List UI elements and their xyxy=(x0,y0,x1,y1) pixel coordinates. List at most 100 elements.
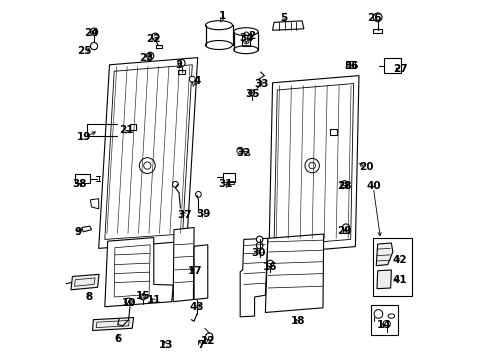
Bar xyxy=(384,58,401,73)
Circle shape xyxy=(139,158,155,174)
Circle shape xyxy=(237,147,243,154)
Text: 42: 42 xyxy=(392,255,407,265)
Bar xyxy=(329,129,336,135)
Ellipse shape xyxy=(205,41,232,50)
Text: 8: 8 xyxy=(85,292,92,302)
Text: 7: 7 xyxy=(197,340,204,350)
Circle shape xyxy=(146,52,153,59)
Text: 34: 34 xyxy=(239,33,253,43)
Ellipse shape xyxy=(233,28,258,36)
Circle shape xyxy=(256,236,263,243)
Text: 19: 19 xyxy=(77,132,91,142)
Text: 33: 33 xyxy=(254,78,268,89)
Circle shape xyxy=(148,54,151,57)
Text: 3: 3 xyxy=(175,60,182,70)
Circle shape xyxy=(305,158,319,173)
Circle shape xyxy=(340,181,347,188)
Circle shape xyxy=(90,28,98,35)
Text: 4: 4 xyxy=(193,76,200,86)
Bar xyxy=(370,305,397,335)
Circle shape xyxy=(195,192,201,197)
Text: 35: 35 xyxy=(244,89,259,99)
Bar xyxy=(233,32,258,50)
Circle shape xyxy=(205,333,212,340)
Polygon shape xyxy=(194,245,207,300)
Polygon shape xyxy=(81,226,91,232)
Bar xyxy=(130,124,136,130)
Circle shape xyxy=(90,42,98,50)
Circle shape xyxy=(125,298,132,305)
Text: 23: 23 xyxy=(139,53,154,63)
Circle shape xyxy=(343,183,346,186)
Circle shape xyxy=(244,39,248,44)
Bar xyxy=(205,25,232,45)
Circle shape xyxy=(256,242,263,249)
Text: 43: 43 xyxy=(189,302,204,312)
Polygon shape xyxy=(99,58,197,248)
Text: 12: 12 xyxy=(201,336,215,346)
Text: 37: 37 xyxy=(178,210,192,220)
Bar xyxy=(75,174,90,183)
Bar xyxy=(373,29,382,33)
Bar xyxy=(156,45,162,48)
Circle shape xyxy=(266,260,273,267)
Circle shape xyxy=(308,162,315,169)
Polygon shape xyxy=(104,238,173,307)
Text: 32: 32 xyxy=(236,148,250,158)
Circle shape xyxy=(189,76,195,82)
Text: 10: 10 xyxy=(121,298,136,308)
Text: 13: 13 xyxy=(159,340,173,350)
Circle shape xyxy=(382,320,389,328)
Text: 22: 22 xyxy=(146,34,161,44)
Text: 41: 41 xyxy=(392,275,407,285)
Text: 27: 27 xyxy=(392,64,407,74)
Text: 6: 6 xyxy=(114,334,121,344)
Circle shape xyxy=(92,30,95,33)
Text: 25: 25 xyxy=(77,46,91,56)
Text: 31: 31 xyxy=(218,179,233,189)
Ellipse shape xyxy=(233,46,258,54)
Text: 17: 17 xyxy=(187,266,202,276)
Polygon shape xyxy=(376,270,390,289)
Circle shape xyxy=(248,90,254,96)
Polygon shape xyxy=(71,274,99,290)
Text: 14: 14 xyxy=(376,320,391,330)
Text: 30: 30 xyxy=(250,248,265,258)
Text: 2: 2 xyxy=(247,31,255,41)
Circle shape xyxy=(143,162,151,169)
Text: 21: 21 xyxy=(119,125,133,135)
Text: 18: 18 xyxy=(290,316,305,326)
Text: 1: 1 xyxy=(218,11,225,21)
Text: 11: 11 xyxy=(146,294,161,305)
Text: 36: 36 xyxy=(344,60,358,71)
Text: 9: 9 xyxy=(75,227,81,237)
Bar xyxy=(227,181,233,184)
Polygon shape xyxy=(272,21,303,30)
Text: 16: 16 xyxy=(263,262,277,272)
Bar xyxy=(373,238,411,296)
Text: 29: 29 xyxy=(337,226,351,236)
Polygon shape xyxy=(90,199,99,209)
Text: 20: 20 xyxy=(358,162,373,172)
Circle shape xyxy=(172,181,178,187)
Polygon shape xyxy=(375,243,392,266)
Polygon shape xyxy=(173,228,194,302)
Circle shape xyxy=(373,13,381,22)
Bar xyxy=(343,230,348,233)
Polygon shape xyxy=(265,234,323,312)
Circle shape xyxy=(140,294,145,300)
Polygon shape xyxy=(268,76,358,254)
Bar xyxy=(223,173,235,182)
Bar xyxy=(346,61,354,68)
Polygon shape xyxy=(280,252,305,269)
Text: 38: 38 xyxy=(72,179,87,189)
Text: 28: 28 xyxy=(337,181,351,192)
Circle shape xyxy=(373,310,382,318)
Circle shape xyxy=(342,224,349,231)
Text: 39: 39 xyxy=(196,209,210,219)
Text: 15: 15 xyxy=(136,291,150,301)
Circle shape xyxy=(178,59,185,67)
Text: 24: 24 xyxy=(84,28,99,38)
Circle shape xyxy=(151,33,159,40)
Text: 40: 40 xyxy=(366,181,380,192)
